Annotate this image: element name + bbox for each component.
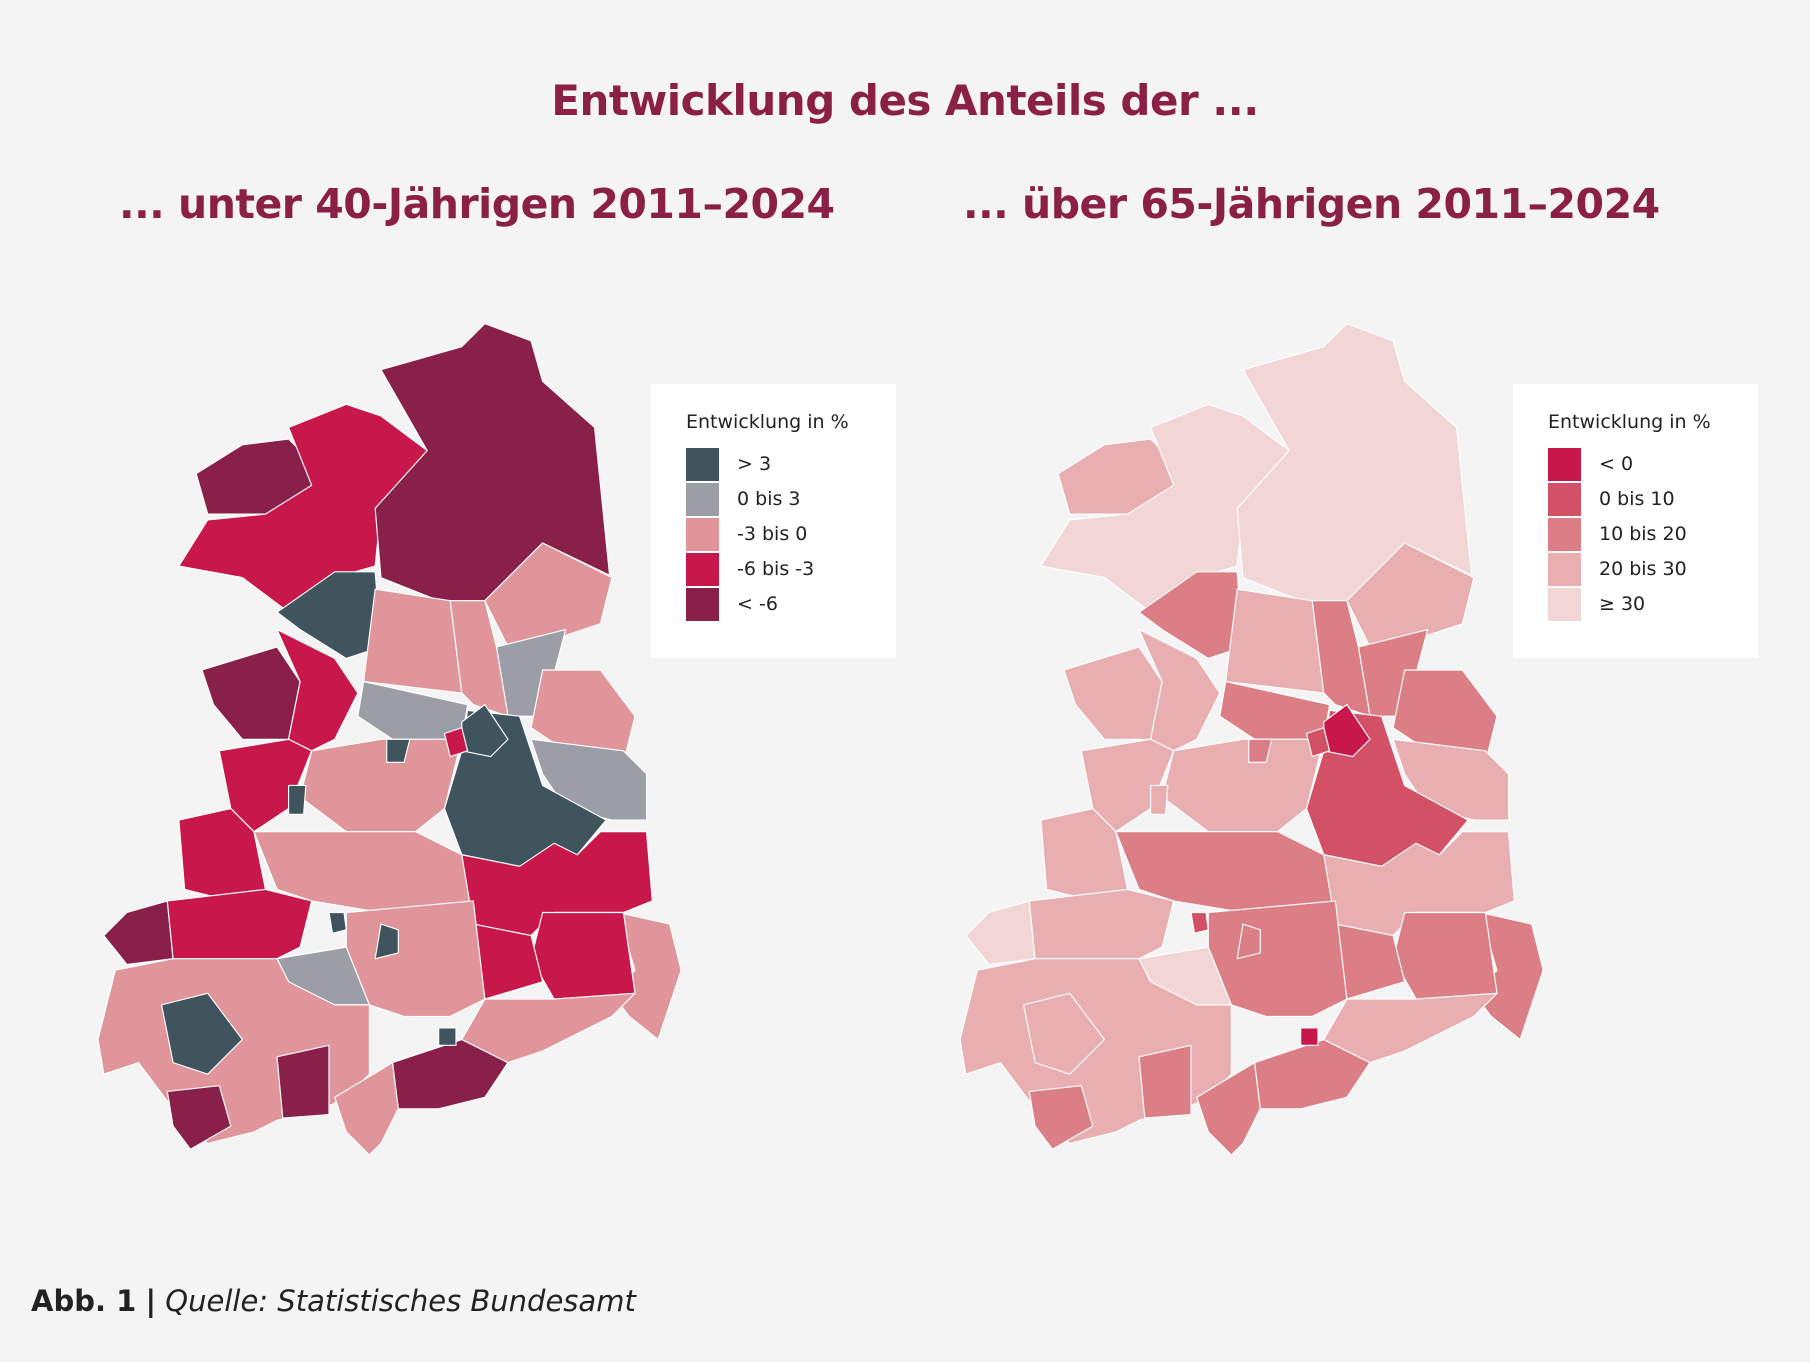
district-region: [443, 727, 469, 758]
legend-item: > 3: [686, 447, 771, 481]
legend-swatch: [686, 447, 719, 481]
district-region: [328, 911, 347, 934]
district-region: [1138, 1044, 1192, 1119]
legend-swatch: [1548, 587, 1581, 621]
left-map-subtitle: ... unter 40-Jährigen 2011–2024: [119, 180, 835, 228]
legend-swatch: [1548, 482, 1581, 516]
legend-swatch: [686, 587, 719, 621]
legend-swatch: [686, 482, 719, 516]
district-region: [276, 628, 359, 752]
legend-label: -6 bis -3: [737, 558, 815, 580]
district-region: [160, 992, 243, 1075]
district-region: [287, 784, 307, 815]
legend-label: ≥ 30: [1599, 593, 1646, 615]
legend-swatch: [686, 552, 719, 586]
district-region: [438, 1027, 457, 1046]
right-map-subtitle: ... über 65-Jährigen 2011–2024: [963, 180, 1660, 228]
district-region: [276, 1044, 330, 1119]
district-region: [1190, 911, 1209, 934]
district-region: [299, 738, 463, 833]
district-region: [1196, 1062, 1261, 1155]
legend-swatch: [686, 517, 719, 551]
district-region: [1028, 888, 1175, 960]
district-region: [1022, 992, 1105, 1075]
district-region: [1225, 588, 1325, 694]
district-region: [1323, 992, 1498, 1064]
district-region: [345, 900, 486, 1018]
map-over-65: [960, 322, 1544, 1155]
legend-under-40: Entwicklung in % > 3 0 bis 3 -3 bis 0 -6 bi…: [651, 384, 896, 658]
district-region: [1236, 923, 1261, 960]
legend-item: 0 bis 3: [686, 482, 801, 516]
district-region: [1161, 738, 1325, 833]
legend-item: 10 bis 20: [1548, 517, 1687, 551]
district-region: [1207, 900, 1348, 1018]
legend-title: Entwicklung in %: [1548, 411, 1711, 433]
district-region: [1149, 784, 1169, 815]
source-text: Quelle: Statistisches Bundesamt: [165, 1284, 636, 1318]
figure-label: Abb. 1: [31, 1284, 137, 1318]
district-region: [461, 992, 636, 1064]
legend-over-65: Entwicklung in % < 0 0 bis 10 10 bis 20 20 …: [1513, 384, 1758, 658]
district-region: [1138, 628, 1221, 752]
legend-swatch: [1548, 447, 1581, 481]
legend-label: 0 bis 10: [1599, 488, 1675, 510]
district-region: [363, 588, 463, 694]
district-region: [374, 923, 399, 960]
legend-label: -3 bis 0: [737, 523, 808, 545]
legend-item: < 0: [1548, 447, 1633, 481]
legend-item: -6 bis -3: [686, 552, 814, 586]
legend-item: 20 bis 30: [1548, 552, 1687, 586]
legend-title: Entwicklung in %: [686, 411, 849, 433]
figure-caption: Abb. 1 | Quelle: Statistisches Bundesamt: [31, 1284, 636, 1318]
legend-label: < -6: [737, 593, 778, 615]
legend-swatch: [1548, 552, 1581, 586]
district-region: [386, 738, 411, 763]
legend-item: -3 bis 0: [686, 517, 807, 551]
legend-label: > 3: [737, 453, 772, 475]
legend-item: 0 bis 10: [1548, 482, 1675, 516]
district-region: [334, 1062, 399, 1155]
district-region: [166, 1085, 232, 1150]
district-region: [201, 646, 301, 740]
legend-item: ≥ 30: [1548, 587, 1645, 621]
district-region: [1305, 727, 1331, 758]
legend-swatch: [1548, 517, 1581, 551]
district-region: [1063, 646, 1163, 740]
legend-item: < -6: [686, 587, 778, 621]
district-region: [166, 888, 313, 960]
district-region: [530, 911, 636, 1000]
legend-label: 20 bis 30: [1599, 558, 1687, 580]
district-region: [1392, 911, 1498, 1000]
legend-label: 0 bis 3: [737, 488, 801, 510]
legend-label: 10 bis 20: [1599, 523, 1687, 545]
district-region: [1028, 1085, 1094, 1150]
district-region: [965, 900, 1036, 966]
district-region: [1248, 738, 1273, 763]
legend-label: < 0: [1599, 453, 1634, 475]
caption-separator: |: [145, 1284, 157, 1318]
figure-title: Entwicklung des Anteils der ...: [551, 76, 1259, 125]
map-under-40: [98, 322, 682, 1155]
district-region: [1300, 1027, 1319, 1046]
district-region: [103, 900, 174, 966]
